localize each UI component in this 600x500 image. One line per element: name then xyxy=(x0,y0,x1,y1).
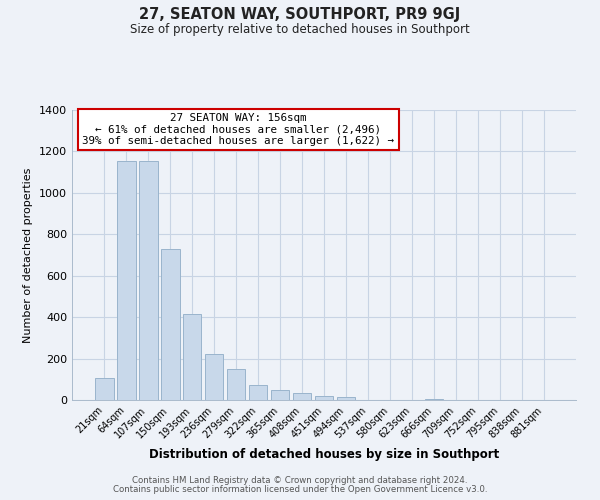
Bar xyxy=(249,385,268,400)
Text: Contains HM Land Registry data © Crown copyright and database right 2024.: Contains HM Land Registry data © Crown c… xyxy=(132,476,468,485)
Text: Size of property relative to detached houses in Southport: Size of property relative to detached ho… xyxy=(130,22,470,36)
Bar xyxy=(117,161,136,400)
Text: Contains public sector information licensed under the Open Government Licence v3: Contains public sector information licen… xyxy=(113,485,487,494)
X-axis label: Distribution of detached houses by size in Southport: Distribution of detached houses by size … xyxy=(149,448,499,461)
Bar xyxy=(337,397,355,400)
Bar xyxy=(95,378,113,400)
Bar xyxy=(314,396,334,400)
Bar xyxy=(271,390,289,400)
Text: 27, SEATON WAY, SOUTHPORT, PR9 9GJ: 27, SEATON WAY, SOUTHPORT, PR9 9GJ xyxy=(139,8,461,22)
Y-axis label: Number of detached properties: Number of detached properties xyxy=(23,168,34,342)
Bar xyxy=(183,314,202,400)
Bar xyxy=(161,249,179,400)
Text: 27 SEATON WAY: 156sqm
← 61% of detached houses are smaller (2,496)
39% of semi-d: 27 SEATON WAY: 156sqm ← 61% of detached … xyxy=(82,113,394,146)
Bar xyxy=(425,399,443,400)
Bar xyxy=(139,161,158,400)
Bar xyxy=(293,393,311,400)
Bar xyxy=(227,370,245,400)
Bar xyxy=(205,354,223,400)
